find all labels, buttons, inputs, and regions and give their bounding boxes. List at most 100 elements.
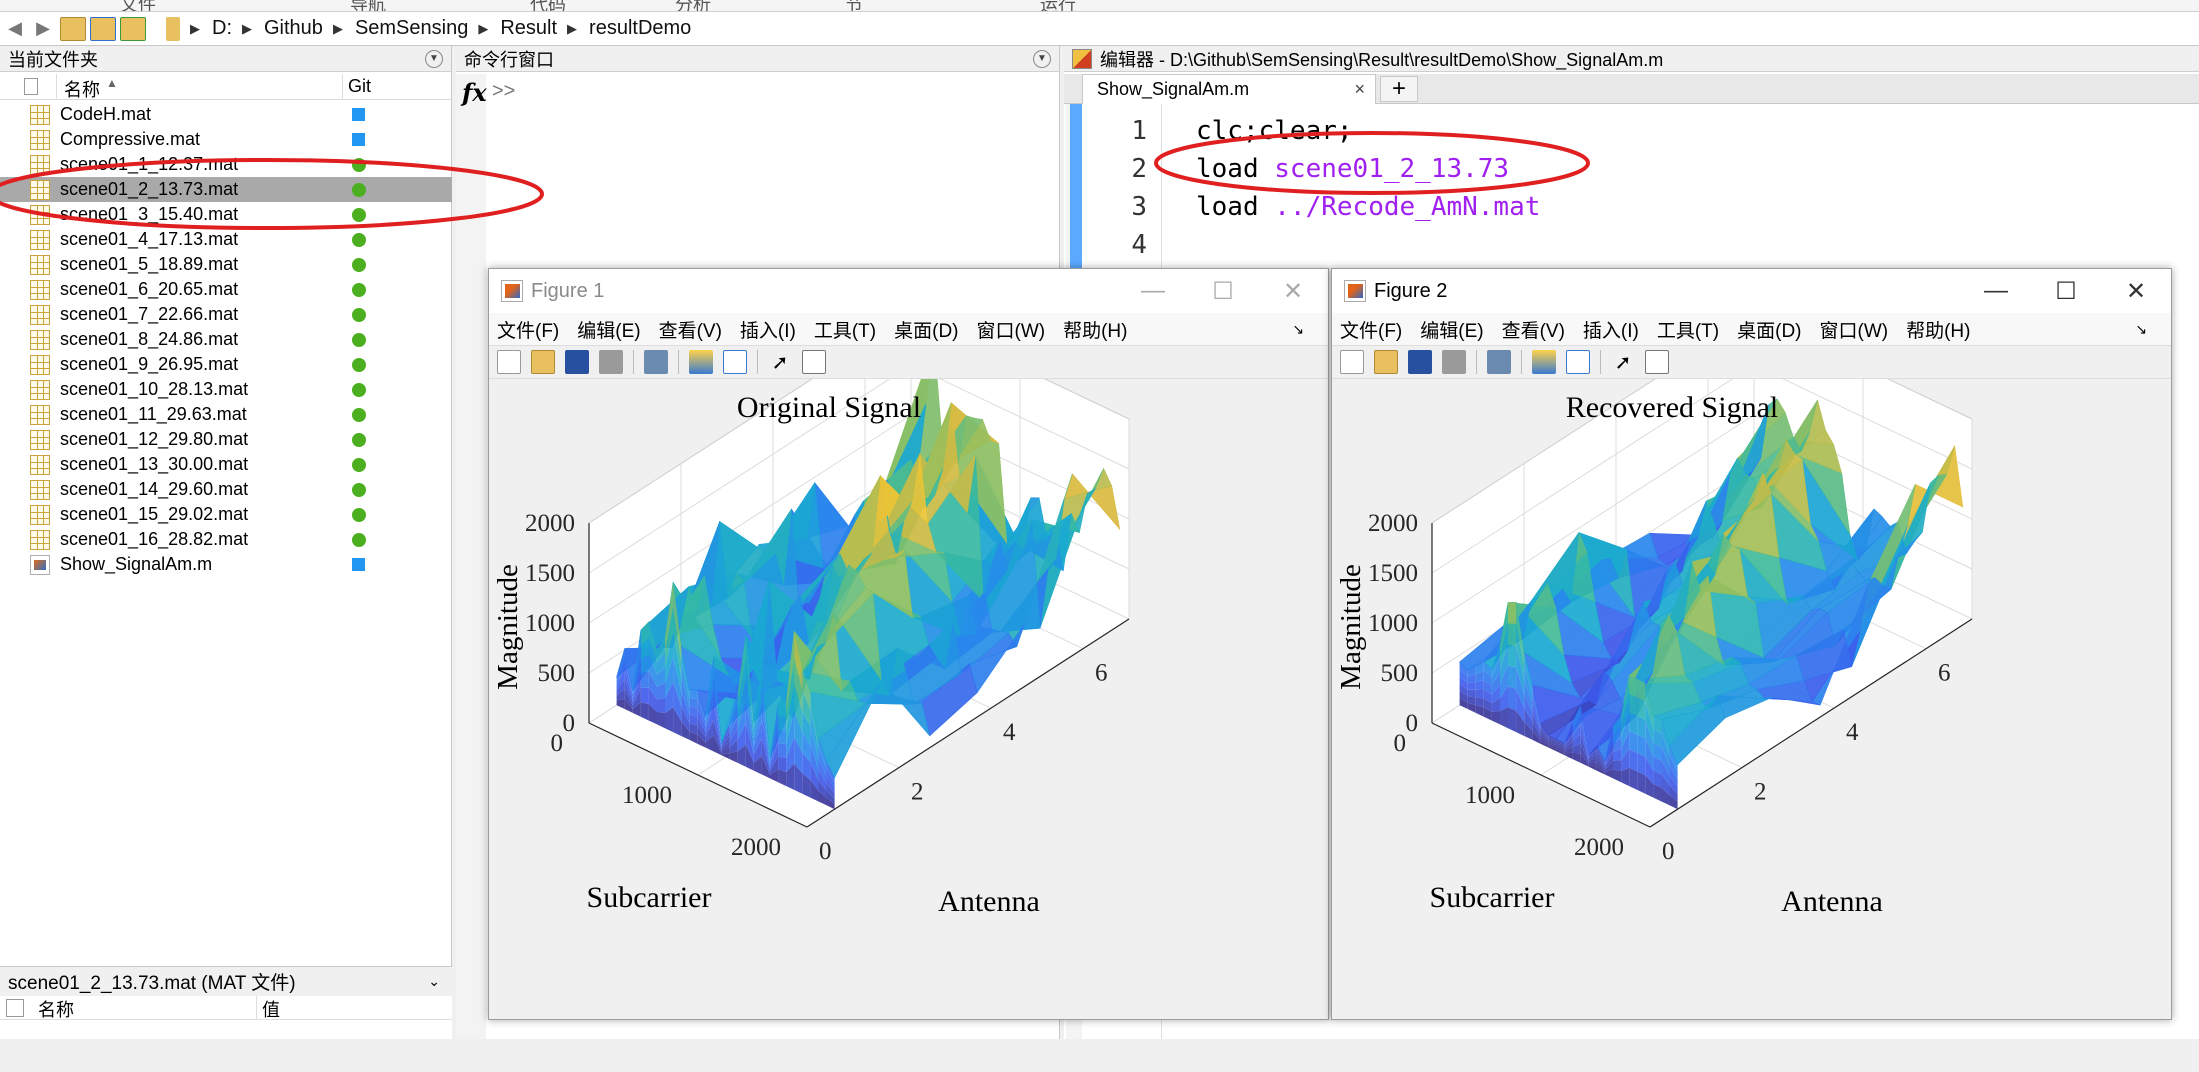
breadcrumb-github[interactable]: Github <box>264 17 323 39</box>
file-row[interactable]: scene01_13_30.00.mat <box>0 452 452 477</box>
menu-window[interactable]: 窗口(W) <box>976 320 1046 342</box>
command-prompt[interactable]: >> <box>492 80 516 102</box>
breadcrumb-drive[interactable]: D: <box>212 17 232 39</box>
add-tab-button[interactable]: + <box>1380 75 1418 102</box>
menu-file[interactable]: 文件(F) <box>1340 320 1403 342</box>
surface-chart-recovered[interactable]: 0 500 1000 1500 2000 0 1000 2000 0 2 4 6 Recovered S… <box>1332 314 2171 1019</box>
file-row[interactable]: scene01_7_22.66.mat <box>0 302 452 327</box>
back-arrow-icon[interactable]: ◀ <box>8 18 22 38</box>
menu-tools[interactable]: 工具(T) <box>1656 320 1720 342</box>
panel-menu-icon[interactable]: ▼ <box>425 49 443 68</box>
file-row[interactable]: CodeH.mat <box>0 102 452 127</box>
file-row[interactable]: scene01_10_28.13.mat <box>0 377 452 402</box>
pointer-icon[interactable]: ➚ <box>1614 352 1632 374</box>
up-folder-icon[interactable] <box>60 16 86 41</box>
code-line-1[interactable]: clc;clear; <box>1196 116 1353 146</box>
file-row[interactable]: scene01_12_29.80.mat <box>0 427 452 452</box>
detail-column-name[interactable]: 名称 <box>38 1000 74 1020</box>
file-row[interactable]: scene01_14_29.60.mat <box>0 477 452 502</box>
code-line-3[interactable]: load ../Recode_AmN.mat <box>1196 192 1540 222</box>
property-editor-icon[interactable] <box>802 350 826 374</box>
close-icon[interactable]: ✕ <box>1282 277 1304 305</box>
file-row[interactable]: Compressive.mat <box>0 127 452 152</box>
ribbon-tab-section[interactable]: 节 <box>845 0 863 12</box>
menu-insert[interactable]: 插入(I) <box>1582 320 1639 342</box>
menu-window[interactable]: 窗口(W) <box>1819 320 1889 342</box>
forward-arrow-icon[interactable]: ▶ <box>36 18 50 38</box>
legend-icon[interactable] <box>723 350 747 374</box>
skirt-patch <box>1491 644 1500 678</box>
folder-sync-icon[interactable] <box>120 16 146 41</box>
file-row[interactable]: Show_SignalAm.m <box>0 552 452 577</box>
detail-column-value[interactable]: 值 <box>262 1000 280 1020</box>
column-git[interactable]: Git <box>348 76 372 96</box>
property-editor-icon[interactable] <box>1645 350 1669 374</box>
ribbon-tab-code[interactable]: 代码 <box>530 0 566 12</box>
file-row[interactable]: scene01_3_15.40.mat <box>0 202 452 227</box>
chevron-right-icon: ▶ <box>190 20 200 36</box>
ribbon-tab-run[interactable]: 运行 <box>1040 0 1076 12</box>
axes-area[interactable]: 0 500 1000 1500 2000 0 1000 2000 0 2 4 6 Original Si… <box>489 314 1328 1019</box>
ribbon-tab-file[interactable]: 文件 <box>120 0 156 12</box>
file-row[interactable]: scene01_15_29.02.mat <box>0 502 452 527</box>
menu-view[interactable]: 查看(V) <box>1501 320 1565 342</box>
axes-area[interactable]: 0 500 1000 1500 2000 0 1000 2000 0 2 4 6 Recovered S… <box>1332 314 2171 1019</box>
menu-edit[interactable]: 编辑(E) <box>1420 320 1484 342</box>
save-icon[interactable] <box>1408 350 1432 374</box>
maximize-icon[interactable]: ☐ <box>2055 277 2077 305</box>
pointer-icon[interactable]: ➚ <box>771 352 789 374</box>
dock-icon[interactable]: ↘ <box>2135 320 2147 337</box>
file-row[interactable]: scene01_1_12.37.mat <box>0 152 452 177</box>
new-figure-icon[interactable] <box>1340 350 1364 374</box>
menu-file[interactable]: 文件(F) <box>497 320 560 342</box>
file-row[interactable]: scene01_2_13.73.mat <box>0 177 452 202</box>
file-row[interactable]: scene01_5_18.89.mat <box>0 252 452 277</box>
close-icon[interactable]: × <box>1354 79 1365 99</box>
save-icon[interactable] <box>565 350 589 374</box>
file-row[interactable]: scene01_9_26.95.mat <box>0 352 452 377</box>
menu-tools[interactable]: 工具(T) <box>813 320 877 342</box>
ribbon-tab-analyze[interactable]: 分析 <box>675 0 711 12</box>
function-browser-icon[interactable]: fx <box>462 78 487 107</box>
file-row[interactable]: scene01_8_24.86.mat <box>0 327 452 352</box>
file-row[interactable]: scene01_16_28.82.mat <box>0 527 452 552</box>
legend-icon[interactable] <box>1566 350 1590 374</box>
column-name[interactable]: 名称 <box>64 80 100 100</box>
new-figure-icon[interactable] <box>497 350 521 374</box>
link-plot-icon[interactable] <box>1487 350 1511 374</box>
ribbon-tab-nav[interactable]: 导航 <box>350 0 386 12</box>
colorbar-icon[interactable] <box>1532 350 1556 374</box>
print-icon[interactable] <box>1442 350 1466 374</box>
file-name: scene01_12_29.80.mat <box>60 429 249 449</box>
minimize-icon[interactable]: — <box>1984 276 2008 304</box>
surface-chart-original[interactable]: 0 500 1000 1500 2000 0 1000 2000 0 2 4 6 Original Si… <box>489 314 1328 1019</box>
menu-insert[interactable]: 插入(I) <box>739 320 796 342</box>
file-row[interactable]: scene01_4_17.13.mat <box>0 227 452 252</box>
breadcrumb-resultdemo[interactable]: resultDemo <box>589 17 692 39</box>
tab-show-signalam[interactable]: Show_SignalAm.m × <box>1082 74 1376 104</box>
link-plot-icon[interactable] <box>644 350 668 374</box>
menu-help[interactable]: 帮助(H) <box>1906 320 1971 342</box>
minimize-icon[interactable]: — <box>1141 276 1165 304</box>
menu-help[interactable]: 帮助(H) <box>1063 320 1128 342</box>
menu-desktop[interactable]: 桌面(D) <box>894 320 959 342</box>
colorbar-icon[interactable] <box>689 350 713 374</box>
chevron-down-icon[interactable]: ⌄ <box>428 973 440 989</box>
breadcrumb-semsensing[interactable]: SemSensing <box>354 17 469 39</box>
breadcrumb-result[interactable]: Result <box>500 17 558 39</box>
open-file-icon[interactable] <box>1374 350 1398 374</box>
file-row[interactable]: scene01_6_20.65.mat <box>0 277 452 302</box>
menu-view[interactable]: 查看(V) <box>658 320 722 342</box>
open-file-icon[interactable] <box>531 350 555 374</box>
file-row[interactable]: scene01_11_29.63.mat <box>0 402 452 427</box>
code-line-2[interactable]: load scene01_2_13.73 <box>1196 154 1509 184</box>
panel-menu-icon[interactable]: ▼ <box>1033 49 1051 68</box>
menu-edit[interactable]: 编辑(E) <box>577 320 641 342</box>
menu-desktop[interactable]: 桌面(D) <box>1737 320 1802 342</box>
print-icon[interactable] <box>599 350 623 374</box>
dock-icon[interactable]: ↘ <box>1292 320 1304 337</box>
file-name: scene01_16_28.82.mat <box>60 529 249 549</box>
browse-folder-icon[interactable] <box>90 16 116 41</box>
maximize-icon[interactable]: ☐ <box>1212 277 1234 305</box>
close-icon[interactable]: ✕ <box>2125 277 2147 305</box>
